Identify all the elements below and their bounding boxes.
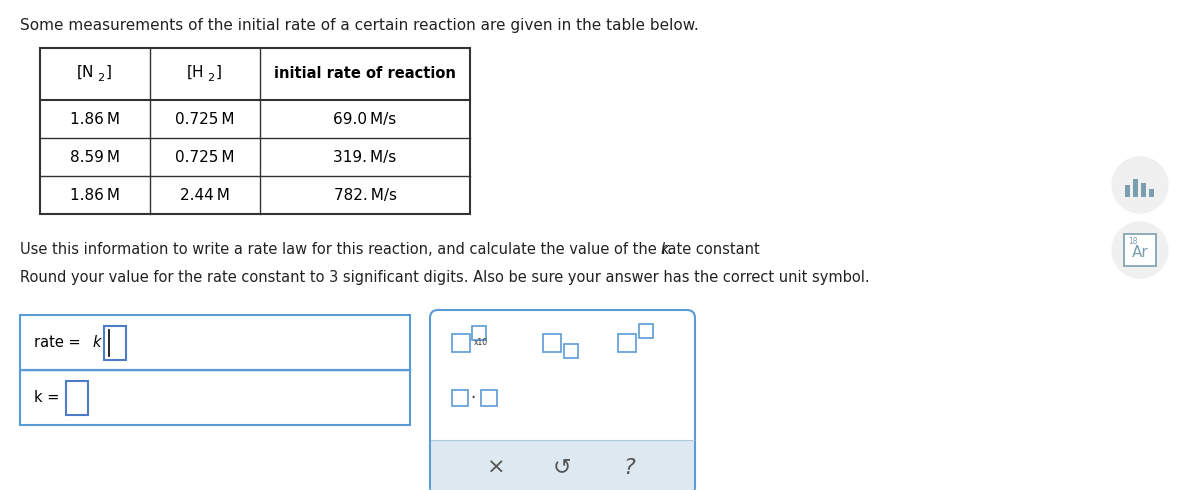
Bar: [481, 390, 497, 406]
Text: x10: x10: [474, 338, 488, 346]
Text: Ar: Ar: [1132, 245, 1148, 260]
Bar: [1124, 234, 1156, 266]
Text: 18: 18: [1128, 237, 1138, 246]
Bar: [618, 334, 636, 352]
Text: Round your value for the rate constant to 3 significant digits. Also be sure you: Round your value for the rate constant t…: [20, 270, 870, 285]
Text: Some measurements of the initial rate of a certain reaction are given in the tab: Some measurements of the initial rate of…: [20, 18, 698, 33]
Text: 0.725 M: 0.725 M: [175, 112, 235, 126]
Text: 8.59 M: 8.59 M: [70, 149, 120, 165]
Text: [H: [H: [186, 65, 204, 79]
Text: 2: 2: [97, 73, 104, 83]
Bar: [20, 370, 410, 425]
Bar: [104, 325, 126, 360]
Text: ?: ?: [623, 458, 635, 477]
Text: ]: ]: [216, 65, 222, 79]
Bar: [564, 344, 578, 358]
Bar: [1133, 179, 1138, 197]
Bar: [452, 334, 470, 352]
Text: k: k: [660, 242, 670, 257]
Text: 2: 2: [208, 73, 215, 83]
Text: k =: k =: [34, 390, 64, 405]
Circle shape: [1112, 222, 1168, 278]
FancyBboxPatch shape: [430, 310, 695, 490]
Text: 0.725 M: 0.725 M: [175, 149, 235, 165]
Bar: [452, 390, 468, 406]
Bar: [1150, 189, 1154, 197]
Text: [N: [N: [77, 65, 94, 79]
Text: k: k: [92, 335, 101, 350]
Bar: [431, 440, 694, 490]
Text: 1.86 M: 1.86 M: [70, 188, 120, 202]
Text: 319. M/s: 319. M/s: [334, 149, 397, 165]
Text: rate =: rate =: [34, 335, 85, 350]
Bar: [542, 334, 562, 352]
Bar: [472, 326, 486, 340]
Bar: [1126, 185, 1130, 197]
Bar: [20, 315, 410, 370]
Bar: [40, 48, 470, 214]
Text: 782. M/s: 782. M/s: [334, 188, 396, 202]
Text: initial rate of reaction: initial rate of reaction: [274, 67, 456, 81]
Text: ↺: ↺: [553, 458, 572, 477]
Text: ·: ·: [470, 389, 475, 407]
Text: 2.44 M: 2.44 M: [180, 188, 230, 202]
Bar: [640, 324, 653, 338]
Text: ]: ]: [106, 65, 112, 79]
Text: 1.86 M: 1.86 M: [70, 112, 120, 126]
Text: .: .: [667, 242, 672, 257]
Circle shape: [1112, 157, 1168, 213]
Bar: [1141, 183, 1146, 197]
Text: ×: ×: [487, 458, 505, 477]
Bar: [66, 381, 88, 415]
Text: 69.0 M/s: 69.0 M/s: [334, 112, 397, 126]
Text: Use this information to write a rate law for this reaction, and calculate the va: Use this information to write a rate law…: [20, 242, 764, 257]
